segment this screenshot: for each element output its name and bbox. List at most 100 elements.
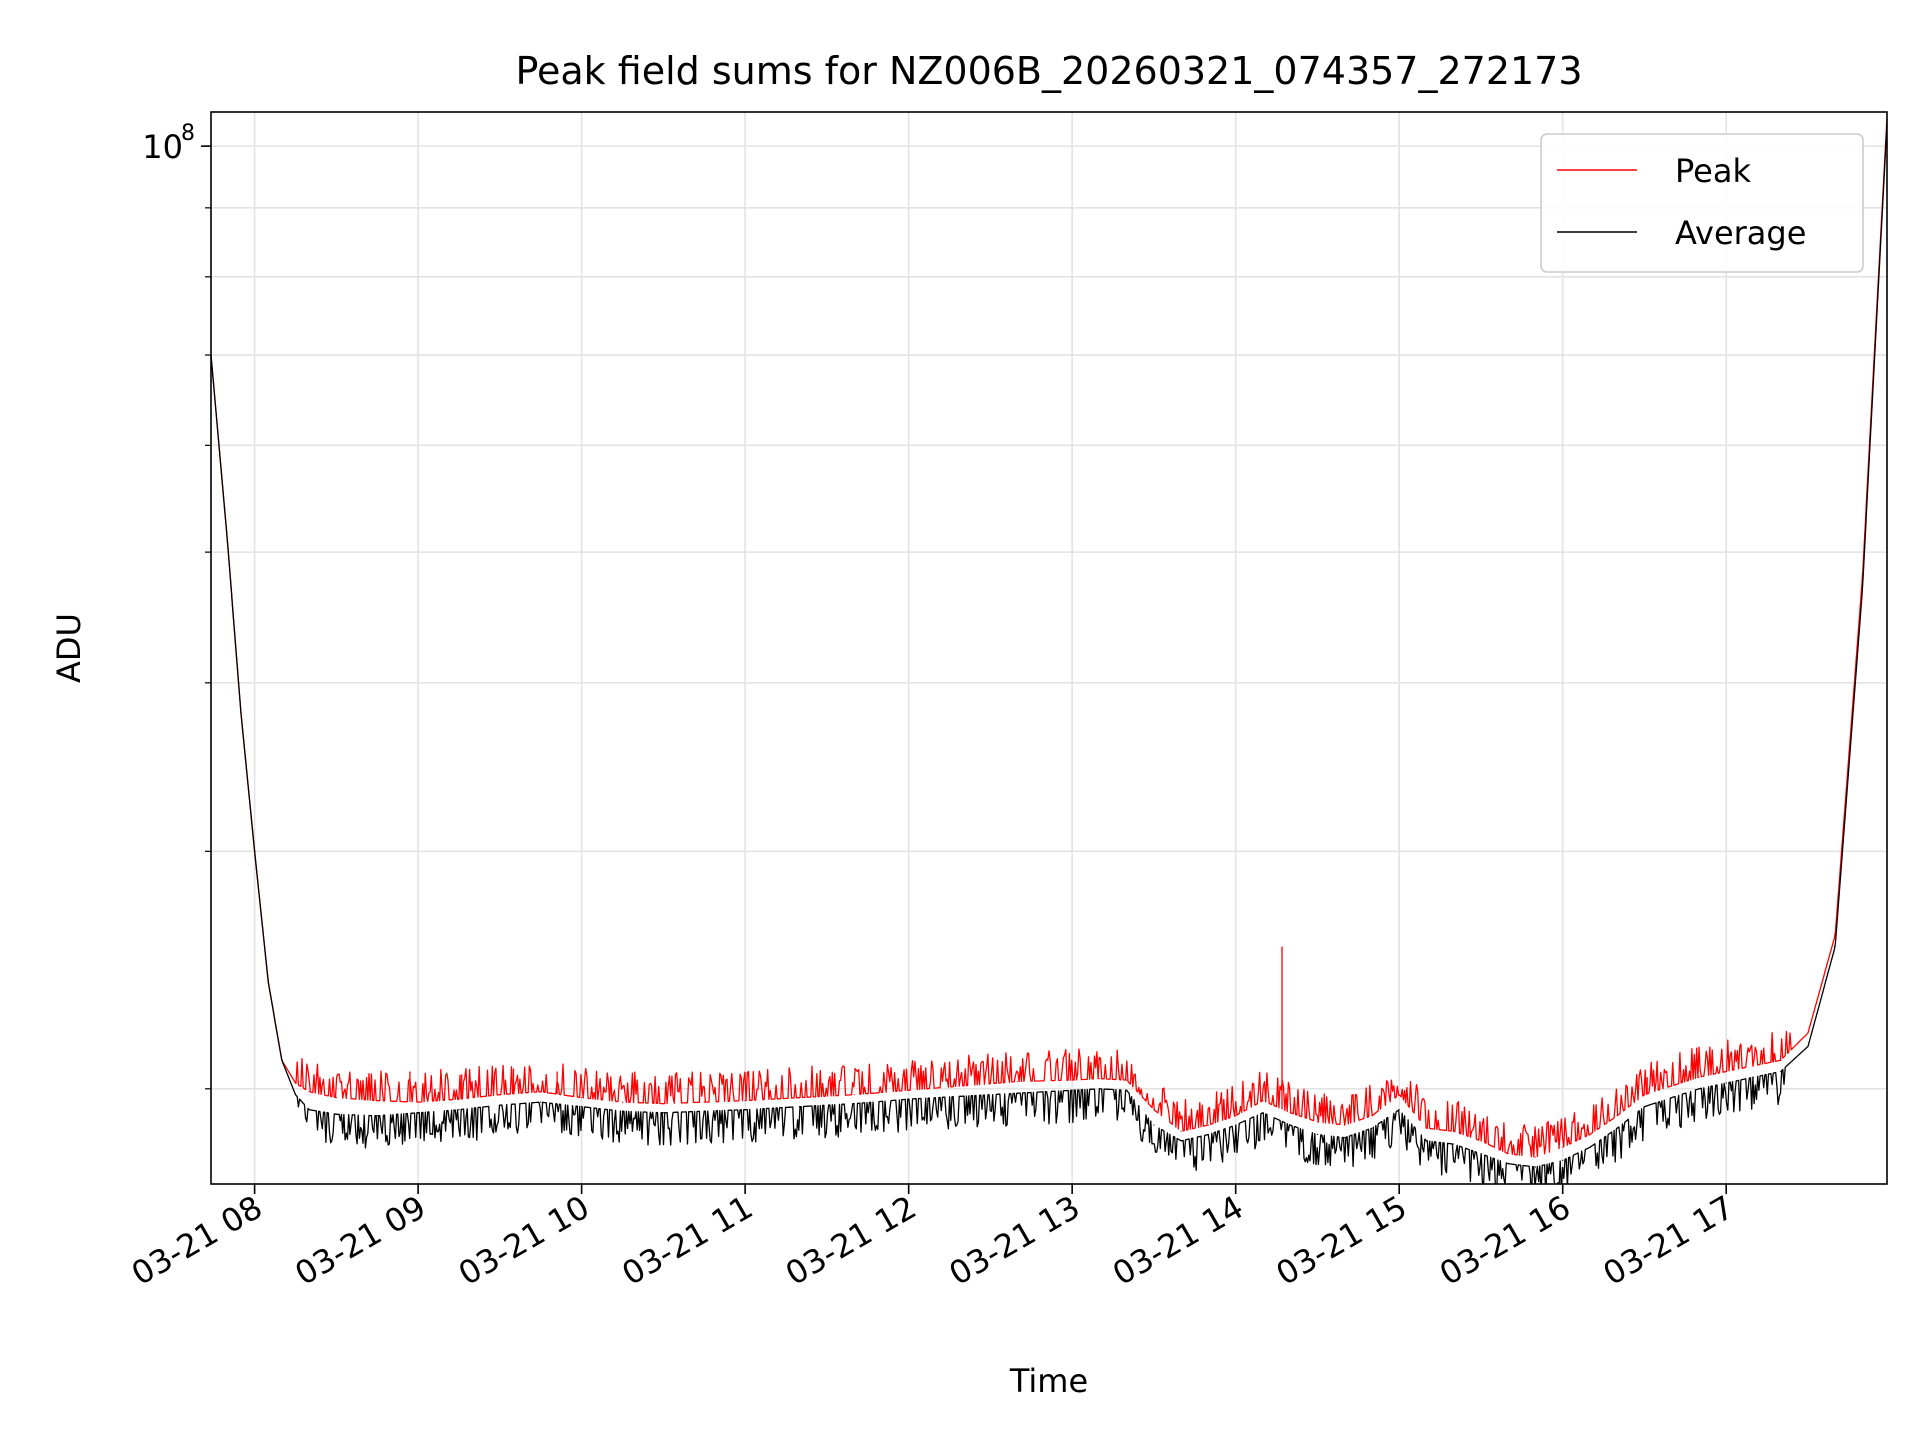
series-point-average: [1262, 1112, 1264, 1114]
series-point-average: [458, 1109, 460, 1111]
series-point-average: [1235, 1124, 1237, 1126]
series-point-average: [294, 1094, 297, 1096]
series-point-peak: [1344, 1124, 1346, 1126]
series-point-average: [581, 1106, 583, 1108]
series-point-average: [1425, 1140, 1428, 1142]
series-point-average: [267, 981, 269, 983]
series-point-average: [1562, 1159, 1564, 1161]
series-point-average: [540, 1101, 542, 1103]
series-point-average: [1017, 1092, 1019, 1094]
series-point-average: [1698, 1088, 1700, 1090]
series-point-peak: [1807, 1032, 1809, 1034]
legend-label-average: Average: [1675, 214, 1806, 252]
series-point-peak: [1071, 1079, 1073, 1081]
series-point-peak: [962, 1085, 964, 1087]
series-point-average: [1861, 587, 1864, 589]
series-point-average: [1589, 1146, 1591, 1148]
series-point-average: [1398, 1109, 1400, 1111]
series-point-peak: [1398, 1094, 1400, 1096]
plot-area: [211, 116, 1887, 1184]
series-point-average: [799, 1106, 801, 1108]
series-point-peak: [581, 1097, 583, 1099]
series-point-average: [1725, 1082, 1727, 1084]
series-point-peak: [294, 1082, 297, 1084]
series-point-average: [1616, 1127, 1618, 1129]
series-point-peak: [1534, 1156, 1537, 1158]
series-point-average: [1071, 1089, 1073, 1091]
series-point-peak: [908, 1089, 910, 1091]
axes-frame: [210, 111, 1888, 1185]
series-point-peak: [1780, 1059, 1782, 1061]
legend-label-peak: Peak: [1675, 152, 1751, 190]
series-point-average: [226, 539, 228, 542]
series-point-average: [621, 1110, 624, 1112]
series-point-average: [1807, 1045, 1809, 1048]
series-point-average: [744, 1109, 746, 1111]
series-point-peak: [1480, 1140, 1482, 1142]
series-point-average: [335, 1113, 337, 1115]
series-point-peak: [1207, 1124, 1210, 1126]
series-point-average: [1126, 1089, 1128, 1091]
series-point-peak: [376, 1100, 378, 1102]
series-point-peak: [1453, 1130, 1455, 1132]
series-point-peak: [1262, 1100, 1264, 1102]
series-point-average: [281, 1059, 283, 1061]
series-point-average: [908, 1098, 910, 1100]
series-point-average: [1643, 1106, 1646, 1108]
series-point-peak: [621, 1101, 624, 1103]
chart-title: Peak field sums for NZ006B_20260321_0743…: [515, 49, 1582, 93]
series-point-peak: [853, 1094, 855, 1096]
series-point-average: [1534, 1166, 1537, 1168]
series-point-peak: [662, 1103, 664, 1105]
series-point-average: [308, 1109, 310, 1111]
y-axis-label: ADU: [50, 613, 88, 683]
series-point-peak: [1425, 1127, 1428, 1129]
series-point-average: [240, 712, 242, 714]
series-point-average: [254, 850, 256, 852]
series-point-peak: [1507, 1153, 1509, 1155]
series-point-peak: [1098, 1078, 1101, 1080]
series-point-average: [1752, 1076, 1755, 1078]
series-point-peak: [1180, 1130, 1182, 1132]
series-point-peak: [1671, 1085, 1673, 1087]
series-point-average: [1507, 1163, 1509, 1165]
series-point-peak: [1562, 1146, 1564, 1148]
series-point-peak: [1316, 1121, 1319, 1123]
series-point-average: [499, 1104, 501, 1106]
x-axis-label: Time: [1009, 1362, 1088, 1400]
y-tick-label-exponent: 8: [181, 121, 195, 146]
series-point-peak: [703, 1101, 705, 1103]
series-point-average: [1371, 1127, 1373, 1129]
legend-box: [1540, 133, 1864, 273]
series-point-average: [1453, 1143, 1455, 1145]
series-point-average: [1289, 1124, 1291, 1126]
series-point-average: [1780, 1070, 1782, 1073]
series-point-peak: [540, 1091, 542, 1093]
series-point-average: [1480, 1153, 1482, 1155]
series-line-average: [211, 123, 1887, 1184]
series-point-peak: [335, 1097, 337, 1099]
series-point-peak: [1126, 1079, 1128, 1081]
series-point-average: [853, 1103, 855, 1105]
series-point-peak: [1017, 1080, 1019, 1083]
series-point-peak: [1235, 1115, 1237, 1117]
series-point-average: [962, 1095, 964, 1097]
series-point-average: [1098, 1088, 1101, 1090]
series-point-peak: [1289, 1112, 1291, 1114]
series-point-average: [1207, 1133, 1210, 1136]
series-point-peak: [1725, 1070, 1727, 1073]
series-point-average: [1153, 1124, 1155, 1126]
series-point-peak: [1752, 1065, 1755, 1067]
series-point-average: [1180, 1140, 1182, 1142]
series-point-peak: [417, 1101, 419, 1103]
series-point-average: [1344, 1137, 1346, 1139]
series-point-peak: [1589, 1133, 1591, 1136]
series-point-average: [417, 1112, 419, 1114]
series-point-peak: [1616, 1115, 1618, 1117]
series-point-peak: [799, 1097, 801, 1099]
series-point-peak: [1371, 1115, 1373, 1117]
series-point-average: [703, 1110, 705, 1112]
legend: Peak Average: [1540, 133, 1864, 273]
series-point-peak: [308, 1091, 310, 1093]
series-point-peak: [1643, 1094, 1646, 1096]
